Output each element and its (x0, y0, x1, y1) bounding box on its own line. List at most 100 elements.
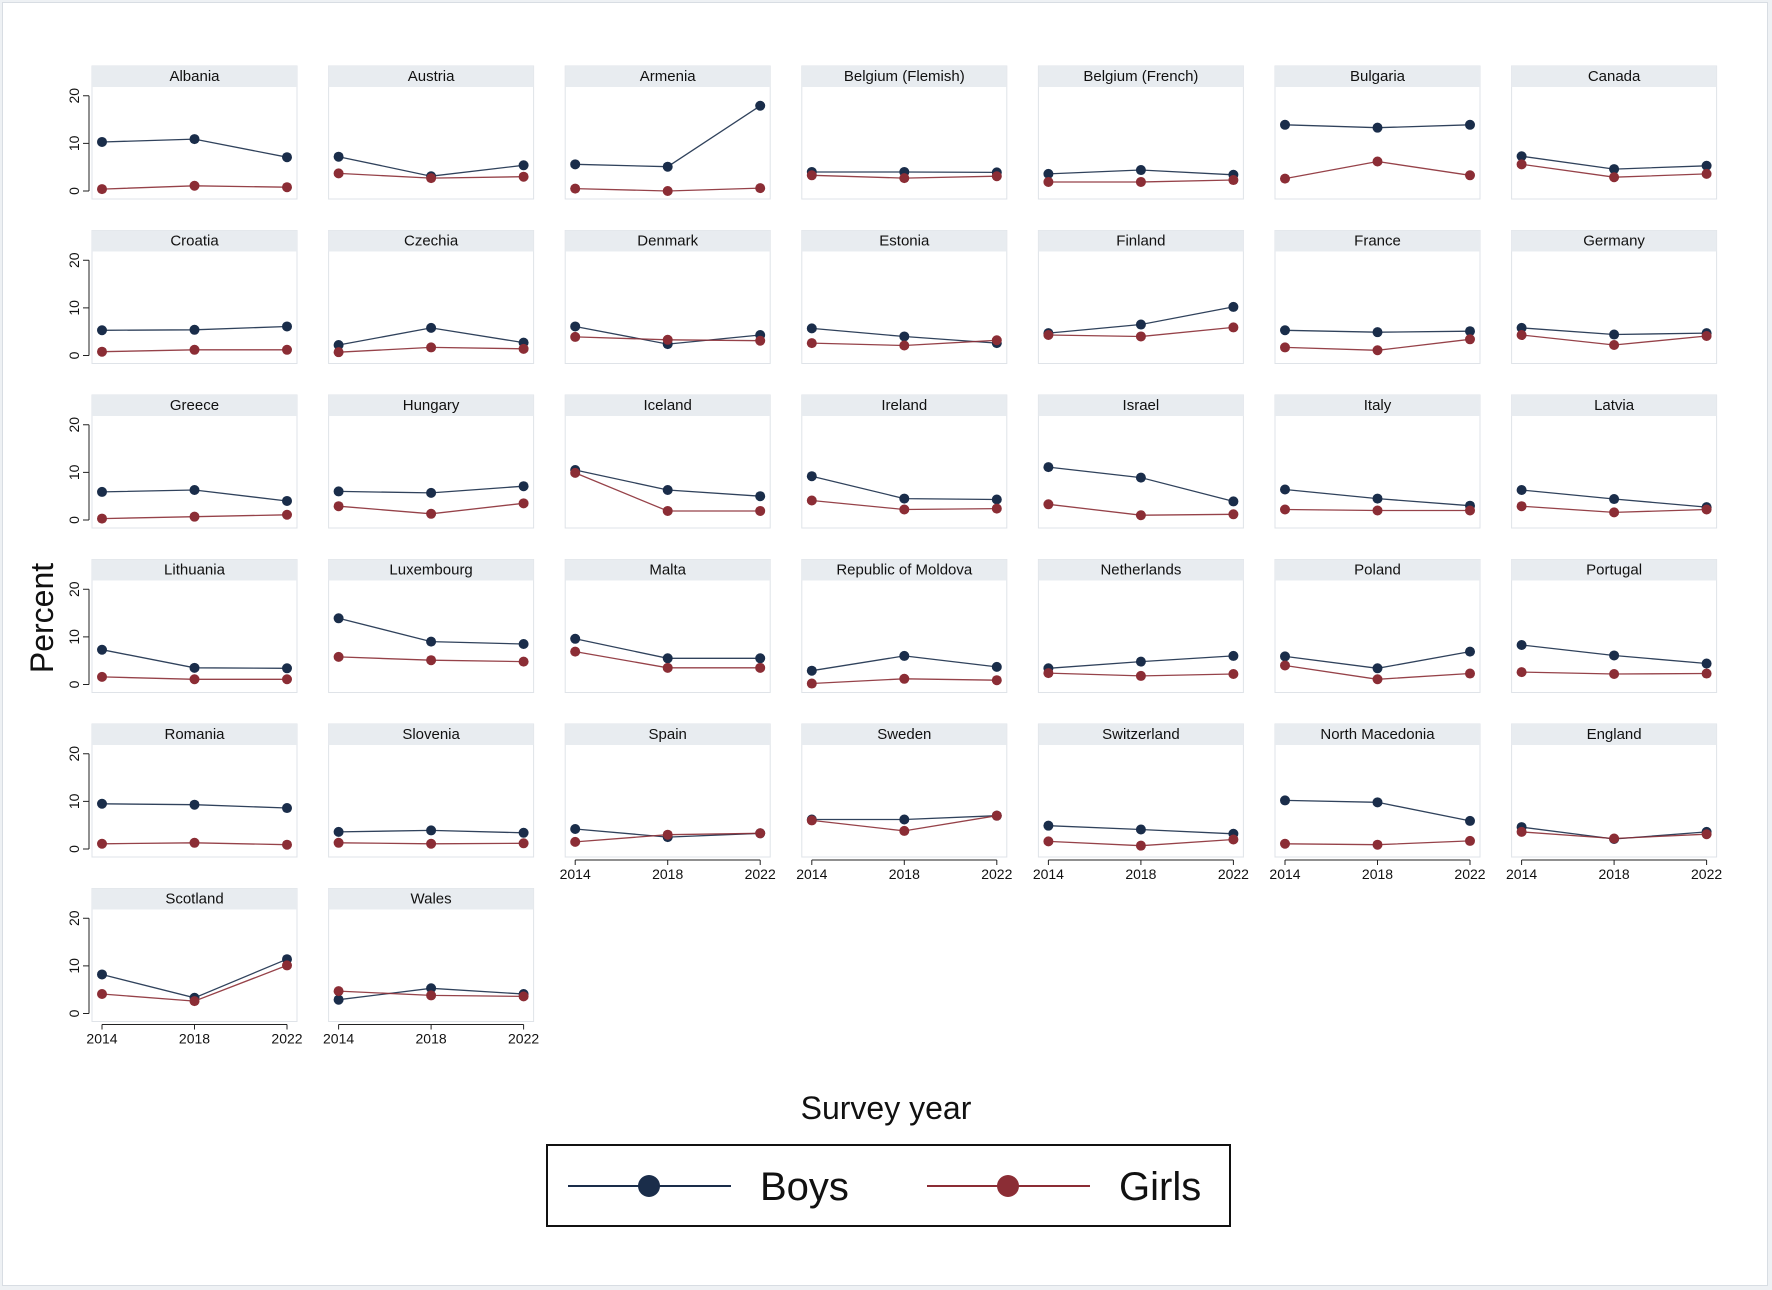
boys-point (97, 644, 107, 655)
girls-point (1609, 507, 1620, 518)
boys-point (1372, 663, 1383, 674)
boys-point (570, 159, 581, 170)
boys-point (991, 661, 1002, 672)
boys-point (1516, 485, 1527, 495)
boys-point (1465, 815, 1475, 826)
boys-point (662, 653, 673, 664)
panel-title: Armenia (640, 68, 697, 85)
boys-point (333, 151, 344, 162)
y-tick-label: 10 (66, 464, 82, 480)
panel-switzerland (1037, 723, 1244, 858)
boys-point (1280, 651, 1290, 662)
girls-point (899, 673, 910, 684)
girls-point (282, 182, 292, 193)
boys-point (1228, 496, 1239, 507)
boys-point (1516, 322, 1527, 333)
boys-point (333, 826, 344, 837)
panel-title-strip (801, 66, 1007, 87)
girls-point (662, 334, 673, 345)
panel-title-strip (328, 66, 534, 87)
panel-title-strip (1511, 559, 1717, 581)
panel-title: Denmark (637, 233, 698, 250)
y-tick-label: 0 (66, 351, 82, 359)
girls-point (518, 991, 529, 1002)
girls-point (282, 960, 292, 971)
panel-title: Belgium (Flemish) (844, 68, 965, 85)
boys-point (1280, 484, 1290, 495)
girls-point (1516, 330, 1527, 341)
girls-point (1516, 501, 1527, 512)
y-tick-label: 10 (66, 629, 82, 645)
boys-point (1609, 494, 1620, 505)
panel-title: North Macedonia (1320, 726, 1435, 743)
panel-title: Estonia (879, 233, 930, 250)
boys-point (1135, 319, 1146, 330)
girls-point (899, 340, 910, 351)
panel-armenia (564, 65, 771, 200)
panel-title: Czechia (404, 233, 459, 250)
x-tick-label: 2022 (1218, 866, 1249, 882)
girls-point (1228, 509, 1239, 520)
girls-point (755, 662, 766, 673)
boys-point (806, 471, 817, 482)
girls-point (755, 505, 766, 516)
panel-title: Iceland (644, 397, 692, 414)
boys-point (1609, 329, 1620, 340)
panel-title: Croatia (170, 233, 219, 250)
boys-point (189, 485, 200, 495)
girls-point (426, 173, 437, 184)
panel-title-strip (565, 559, 771, 581)
girls-point (333, 347, 344, 358)
x-tick-label: 2018 (1362, 866, 1393, 882)
panel-title: Lithuania (164, 562, 226, 579)
legend-boys-marker (638, 1175, 660, 1197)
x-tick-label: 2018 (652, 866, 683, 882)
girls-point (97, 346, 107, 357)
boys-point (662, 161, 673, 172)
panel-title-strip (92, 230, 297, 252)
x-tick-label: 2014 (86, 1031, 117, 1047)
panel-title: Belgium (French) (1083, 68, 1198, 85)
girls-point (899, 173, 910, 184)
panel-title: Malta (649, 562, 686, 579)
panel-title-strip (92, 888, 297, 910)
girls-point (1609, 172, 1620, 183)
girls-point (991, 810, 1002, 821)
panel-title-strip (1511, 230, 1717, 252)
boys-point (1135, 165, 1146, 176)
girls-point (518, 656, 529, 667)
y-tick-label: 10 (66, 135, 82, 151)
y-tick-label: 0 (66, 187, 82, 195)
y-tick-label: 20 (66, 746, 82, 762)
girls-point (991, 171, 1002, 182)
girls-point (1465, 668, 1475, 679)
boys-point (97, 798, 107, 809)
x-tick-label: 2022 (271, 1031, 302, 1047)
boys-point (333, 340, 344, 351)
panel-title: Spain (649, 726, 687, 743)
x-tick-label: 2014 (323, 1031, 354, 1047)
boys-point (899, 331, 910, 342)
legend-girls-marker (997, 1175, 1019, 1197)
boys-point (1609, 164, 1620, 175)
y-tick-label: 10 (66, 793, 82, 809)
girls-point (97, 838, 107, 849)
boys-point (1043, 462, 1054, 473)
panel-title: Slovenia (402, 726, 460, 743)
girls-point (189, 837, 200, 848)
panel-title-strip (1275, 724, 1480, 745)
girls-point (333, 986, 344, 997)
x-tick-label: 2014 (796, 866, 827, 882)
panel-albania (91, 65, 298, 200)
panel-title: Germany (1583, 233, 1645, 250)
boys-point (97, 325, 107, 336)
x-tick-label: 2018 (179, 1031, 210, 1047)
boys-point (899, 814, 910, 825)
panel-title-strip (1275, 66, 1480, 87)
panel-title-strip (92, 724, 297, 745)
girls-point (1372, 839, 1383, 850)
boys-point (899, 493, 910, 504)
girls-point (1228, 669, 1239, 680)
girls-point (97, 184, 107, 195)
boys-point (1516, 151, 1527, 162)
